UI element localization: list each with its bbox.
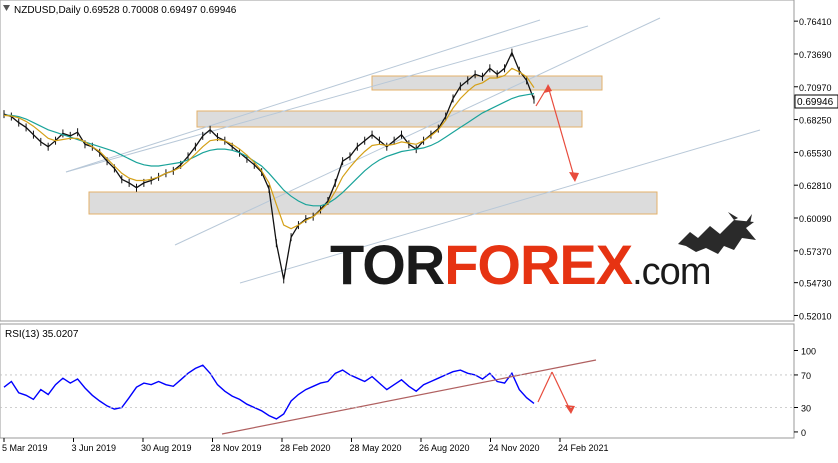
header-triangle-icon bbox=[3, 5, 10, 11]
x-tick-label: 3 Jun 2019 bbox=[72, 443, 117, 453]
logo-com: .com bbox=[632, 251, 710, 293]
zone-1 bbox=[371, 75, 603, 91]
x-tick-label: 28 Nov 2019 bbox=[211, 443, 262, 453]
rsi-tick-label: 100 bbox=[801, 347, 816, 357]
rsi-series-layer bbox=[0, 359, 794, 435]
price-tick-label: 0.68250 bbox=[799, 116, 832, 126]
price-tick-label: 0.70970 bbox=[799, 83, 832, 93]
bull-icon bbox=[678, 212, 756, 254]
support-resistance-zones bbox=[88, 75, 658, 215]
logo-tor: TOR bbox=[330, 233, 445, 296]
rsi-tick-label: 0 bbox=[801, 428, 806, 438]
forecast-arrowhead bbox=[569, 172, 579, 182]
current-price-label: 0.69946 bbox=[797, 97, 834, 108]
rsi-header: RSI(13) 35.0207 bbox=[5, 329, 79, 340]
price-tick-label: 0.73690 bbox=[799, 50, 832, 60]
price-tick-label: 0.57370 bbox=[799, 247, 832, 257]
price-tick-label: 0.62810 bbox=[799, 181, 832, 191]
axes-layer: 0.76410 0.73690 0.70970 0.68250 0.65530 0.628… bbox=[2, 17, 832, 453]
x-tick-label: 30 Aug 2019 bbox=[141, 443, 192, 453]
forecast-arrows bbox=[535, 84, 579, 414]
channel-line-4 bbox=[239, 129, 761, 284]
channel-line-2 bbox=[65, 25, 589, 173]
forecast-arrowhead-up bbox=[544, 84, 552, 93]
x-tick-label: 24 Feb 2021 bbox=[558, 443, 609, 453]
price-series-layer bbox=[3, 48, 535, 284]
ma-slow-line bbox=[4, 93, 535, 207]
price-tick-label: 0.65530 bbox=[799, 148, 832, 158]
zone-2 bbox=[196, 110, 583, 128]
zone-3 bbox=[88, 191, 658, 215]
symbol-header: NZDUSD,Daily 0.69528 0.70008 0.69497 0.6… bbox=[14, 5, 237, 16]
rsi-tick-label: 30 bbox=[801, 404, 811, 414]
logo-text: TORFOREX.com bbox=[330, 233, 710, 296]
forecast-segment-2 bbox=[547, 85, 576, 181]
logo-forex: FOREX bbox=[444, 233, 633, 296]
rsi-panel-frame bbox=[0, 323, 795, 439]
torforex-logo: TORFOREX.com bbox=[330, 212, 756, 296]
rsi-forecast-segment-1 bbox=[537, 371, 553, 403]
x-tick-label: 28 May 2020 bbox=[350, 443, 402, 453]
current-price-tag: 0.69946 bbox=[794, 94, 838, 109]
x-tick-label: 26 Aug 2020 bbox=[419, 443, 470, 453]
ma-fast-line bbox=[3, 67, 535, 230]
x-tick-label: 28 Feb 2020 bbox=[280, 443, 331, 453]
x-tick-label: 5 Mar 2019 bbox=[2, 443, 48, 453]
channel-line-3 bbox=[174, 17, 661, 246]
price-tick-label: 0.54730 bbox=[799, 279, 832, 289]
channel-line-1 bbox=[65, 19, 541, 173]
price-tick-label: 0.52010 bbox=[799, 311, 832, 321]
rsi-forecast-arrowhead bbox=[565, 405, 575, 414]
trend-channel-lines bbox=[65, 17, 761, 284]
price-tick-label: 0.60090 bbox=[799, 214, 832, 224]
price-tick-label: 0.76410 bbox=[799, 17, 832, 27]
x-tick-label: 24 Nov 2020 bbox=[489, 443, 540, 453]
current-price-box bbox=[794, 94, 838, 109]
rsi-trendline bbox=[221, 359, 597, 435]
rsi-tick-label: 70 bbox=[801, 371, 811, 381]
